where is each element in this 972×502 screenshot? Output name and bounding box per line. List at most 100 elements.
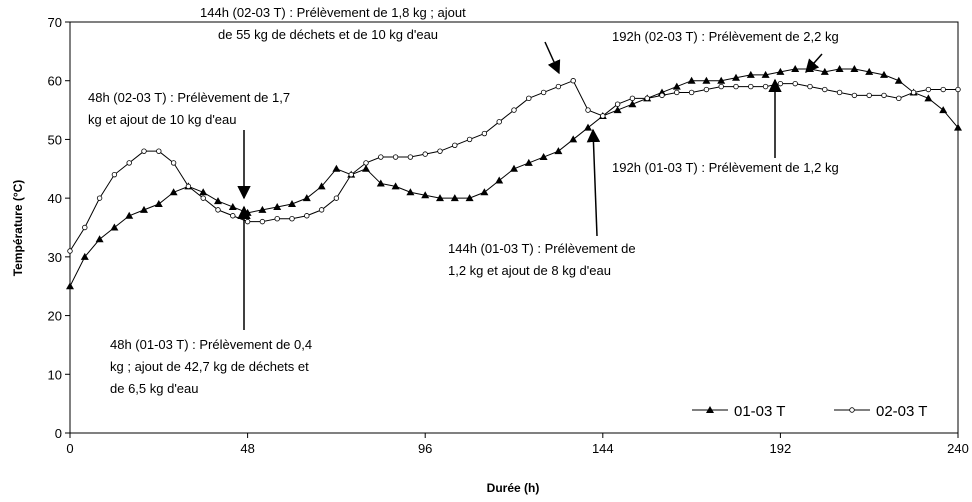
- point-marker: [791, 64, 800, 72]
- point-marker: [717, 76, 726, 84]
- point-marker: [939, 106, 948, 114]
- annotation-text: 48h (02-03 T) : Prélèvement de 1,7: [88, 90, 290, 105]
- x-tick-label: 48: [240, 441, 254, 456]
- annotation-text: 48h (01-03 T) : Prélèvement de 0,4: [110, 337, 312, 352]
- point-marker: [746, 70, 755, 78]
- point-marker: [584, 123, 592, 131]
- point-marker: [274, 215, 280, 222]
- point-marker: [259, 218, 266, 225]
- point-marker: [244, 218, 251, 225]
- y-tick-label: 10: [48, 367, 62, 382]
- point-marker: [185, 183, 192, 190]
- point-marker: [141, 148, 147, 154]
- point-marker: [215, 207, 221, 213]
- point-marker: [644, 95, 650, 102]
- point-marker: [392, 154, 399, 160]
- point-marker: [154, 200, 163, 208]
- y-tick-label: 40: [48, 191, 62, 206]
- point-marker: [362, 164, 370, 172]
- point-marker: [849, 407, 855, 413]
- point-marker: [835, 64, 844, 72]
- point-marker: [452, 142, 458, 148]
- point-marker: [674, 89, 680, 96]
- point-marker: [613, 106, 622, 114]
- point-marker: [820, 67, 829, 75]
- annotation-arrow: [544, 41, 561, 75]
- point-marker: [585, 107, 591, 113]
- point-marker: [510, 164, 518, 172]
- point-marker: [230, 213, 236, 219]
- y-tick-label: 20: [48, 309, 62, 324]
- point-marker: [80, 252, 89, 260]
- point-marker: [66, 282, 74, 290]
- point-marker: [881, 92, 887, 99]
- annotation-text: de 6,5 kg d'eau: [110, 381, 199, 396]
- point-marker: [822, 86, 828, 93]
- point-marker: [792, 80, 798, 87]
- y-axis-label: Température (°C): [11, 180, 25, 277]
- annotation-text: 144h (01-03 T) : Prélèvement de: [448, 241, 636, 256]
- point-marker: [496, 119, 502, 125]
- point-marker: [865, 67, 874, 75]
- point-marker: [376, 179, 385, 187]
- y-tick-label: 30: [48, 250, 62, 265]
- legend-label: 02-03 T: [876, 403, 927, 420]
- point-marker: [288, 200, 296, 208]
- point-marker: [600, 113, 606, 119]
- point-marker: [702, 76, 711, 84]
- point-marker: [924, 94, 933, 102]
- point-marker: [732, 73, 740, 81]
- point-marker: [569, 135, 578, 143]
- point-marker: [363, 160, 369, 166]
- point-marker: [422, 151, 428, 157]
- point-marker: [273, 202, 282, 210]
- point-marker: [614, 101, 621, 107]
- point-marker: [762, 83, 769, 90]
- point-marker: [866, 92, 872, 99]
- point-marker: [140, 205, 148, 213]
- point-marker: [880, 70, 888, 78]
- point-marker: [955, 86, 961, 93]
- point-marker: [836, 89, 843, 96]
- legend-label: 01-03 T: [734, 403, 785, 420]
- point-marker: [465, 194, 474, 202]
- point-marker: [526, 95, 532, 102]
- annotation-text: 192h (02-03 T) : Prélèvement de 2,2 kg: [612, 29, 839, 44]
- y-tick-label: 60: [48, 74, 62, 89]
- point-marker: [391, 182, 400, 190]
- point-marker: [111, 171, 118, 178]
- point-marker: [406, 188, 415, 196]
- point-marker: [126, 160, 132, 166]
- point-marker: [628, 100, 637, 108]
- point-marker: [125, 211, 134, 219]
- x-axis-label: Durée (h): [487, 481, 540, 495]
- point-marker: [555, 83, 562, 90]
- y-tick-label: 70: [48, 15, 62, 30]
- x-tick-label: 240: [947, 441, 969, 456]
- annotation-text: 1,2 kg et ajout de 8 kg d'eau: [448, 263, 611, 278]
- point-marker: [524, 158, 533, 166]
- point-marker: [421, 191, 430, 199]
- point-marker: [436, 194, 444, 202]
- annotation-text: 192h (01-03 T) : Prélèvement de 1,2 kg: [612, 160, 839, 175]
- point-marker: [910, 89, 917, 96]
- point-marker: [554, 147, 563, 155]
- point-marker: [672, 82, 681, 90]
- point-marker: [407, 154, 414, 160]
- annotation-arrow: [805, 53, 823, 74]
- point-marker: [95, 235, 104, 243]
- plot-area: [69, 21, 959, 434]
- point-marker: [851, 92, 858, 99]
- point-marker: [82, 224, 88, 231]
- point-marker: [850, 64, 859, 72]
- point-marker: [894, 76, 903, 84]
- point-marker: [896, 95, 902, 102]
- point-marker: [199, 188, 208, 196]
- annotation-text: de 55 kg de déchets et de 10 kg d'eau: [218, 27, 438, 42]
- point-marker: [200, 195, 206, 201]
- x-tick-label: 96: [418, 441, 432, 456]
- x-tick-label: 0: [66, 441, 73, 456]
- point-marker: [761, 70, 770, 78]
- point-marker: [706, 406, 714, 413]
